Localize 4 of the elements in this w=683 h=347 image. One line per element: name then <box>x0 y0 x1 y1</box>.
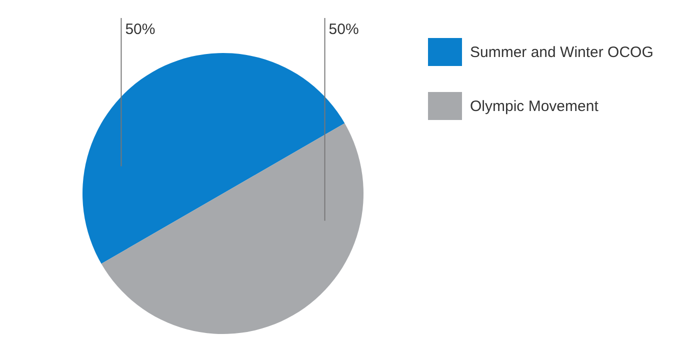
legend-label: Olympic Movement <box>470 98 598 114</box>
data-label: 50% <box>125 21 156 38</box>
legend-label: Summer and Winter OCOG <box>470 44 654 60</box>
data-label: 50% <box>328 21 359 38</box>
